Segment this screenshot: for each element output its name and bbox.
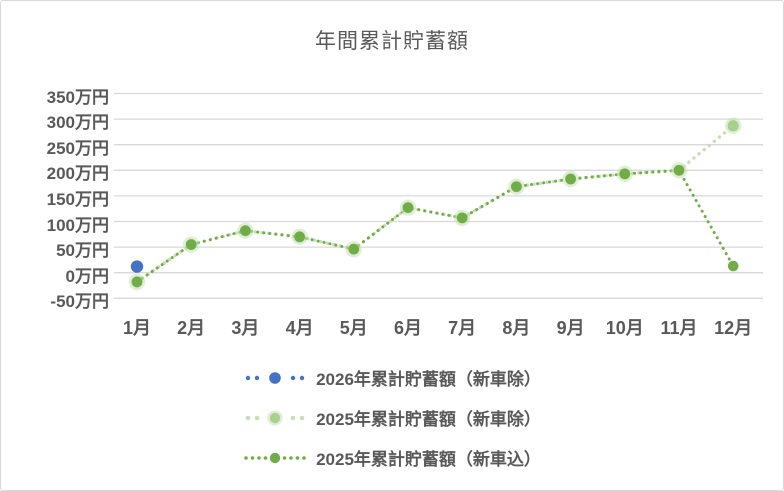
y-tick-label: -50万円 xyxy=(50,292,109,312)
x-tick-label: 2月 xyxy=(177,318,206,338)
y-tick-label: 300万円 xyxy=(46,113,109,133)
x-tick-label: 9月 xyxy=(556,318,585,338)
data-point xyxy=(511,181,522,192)
data-point xyxy=(727,260,739,272)
x-tick-label: 8月 xyxy=(502,318,531,338)
legend: 2026年累計貯蓄額（新車除） 2025年累計貯蓄額（新車除） 2025年累計貯… xyxy=(1,364,783,471)
data-point xyxy=(565,173,576,185)
chart-title: 年間累計貯蓄額 xyxy=(315,30,469,53)
x-tick-label: 12月 xyxy=(714,318,753,338)
legend-item-2026-ex-car: 2026年累計貯蓄額（新車除） xyxy=(243,364,541,391)
x-tick-label: 10月 xyxy=(605,318,644,338)
series-line xyxy=(135,124,735,284)
x-tick-label: 7月 xyxy=(448,318,477,338)
y-tick-label: 100万円 xyxy=(46,215,109,235)
data-point xyxy=(727,120,739,132)
x-tick-label: 11月 xyxy=(660,318,698,338)
data-point xyxy=(130,260,144,273)
data-point xyxy=(348,243,360,255)
data-point xyxy=(131,276,143,288)
data-point xyxy=(673,165,685,176)
legend-label: 2025年累計貯蓄額（新車込） xyxy=(316,450,541,469)
legend-marker-green-dotted xyxy=(243,450,307,466)
data-point xyxy=(456,212,468,224)
x-tick-label: 5月 xyxy=(339,318,368,338)
legend-label: 2026年累計貯蓄額（新車除） xyxy=(316,370,541,389)
data-point xyxy=(402,202,414,213)
y-tick-label: 0万円 xyxy=(65,266,109,286)
series-line xyxy=(135,168,735,284)
legend-item-2025-ex-car: 2025年累計貯蓄額（新車除） xyxy=(243,404,541,431)
plot-area xyxy=(114,92,763,299)
data-point xyxy=(619,168,631,180)
legend-item-2025-inc-car: 2025年累計貯蓄額（新車込） xyxy=(243,444,541,471)
data-point xyxy=(240,225,251,237)
x-tick-label: 1月 xyxy=(122,318,151,338)
x-tick-label: 3月 xyxy=(231,318,260,338)
x-tick-label: 4月 xyxy=(285,318,314,338)
data-point xyxy=(294,231,305,243)
y-tick-label: 350万円 xyxy=(46,87,109,107)
legend-marker-lightgreen-dotted xyxy=(243,409,307,426)
y-tick-label: 200万円 xyxy=(46,164,109,184)
legend-marker-blue-dotted xyxy=(243,370,307,386)
y-tick-label: 250万円 xyxy=(46,138,109,158)
data-point xyxy=(185,239,197,250)
x-tick-label: 6月 xyxy=(393,318,422,338)
legend-label: 2025年累計貯蓄額（新車除） xyxy=(316,410,541,429)
y-tick-label: 150万円 xyxy=(46,189,109,209)
y-tick-label: 50万円 xyxy=(56,241,109,261)
